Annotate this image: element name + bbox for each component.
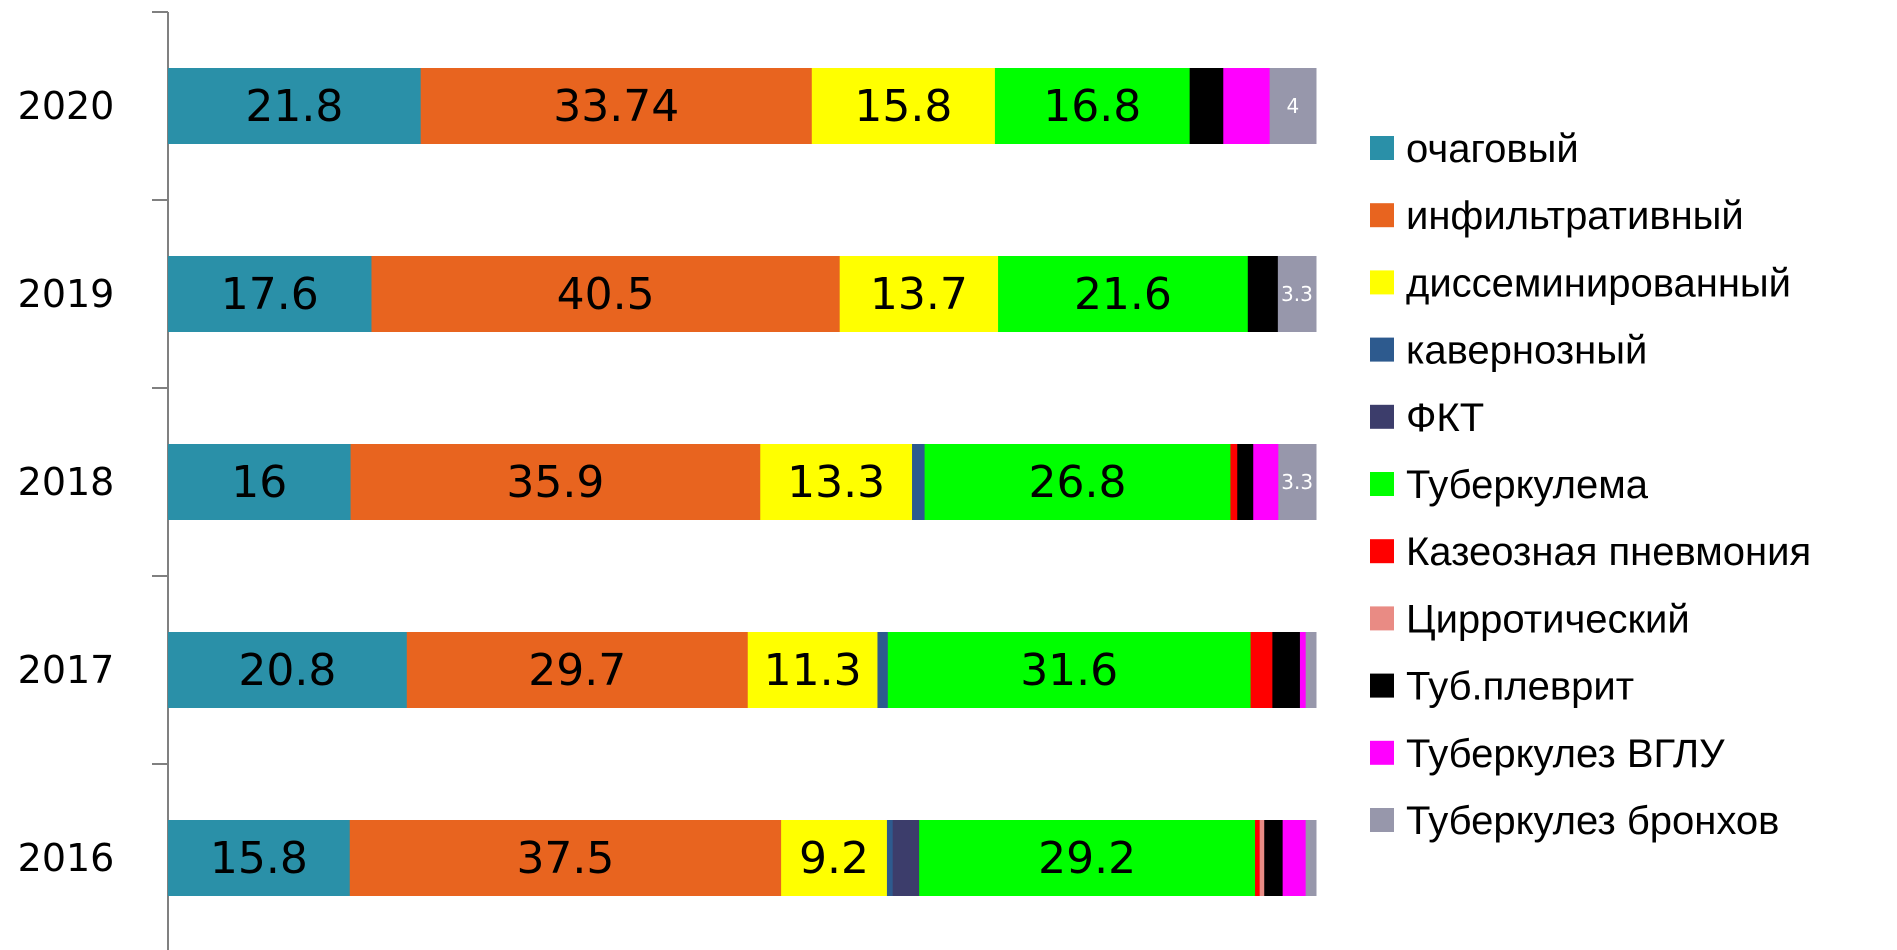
legend-swatch bbox=[1370, 808, 1394, 832]
bar-segment bbox=[371, 256, 841, 332]
bar-segment bbox=[924, 444, 1231, 520]
data-label: 16.8 bbox=[1043, 81, 1141, 132]
legend-label: Туб.плеврит bbox=[1406, 665, 1634, 709]
bar-segment bbox=[1253, 444, 1279, 520]
legend-label: кавернозный bbox=[1406, 329, 1647, 373]
bar-segment bbox=[350, 444, 761, 520]
bar-segment bbox=[420, 68, 813, 144]
bar-segment bbox=[1250, 632, 1273, 708]
data-label: 20.8 bbox=[238, 645, 336, 696]
bar-segment bbox=[998, 256, 1249, 332]
bar-segment bbox=[168, 68, 422, 144]
legend-label: ФКТ bbox=[1406, 396, 1484, 440]
legend-swatch bbox=[1370, 136, 1394, 160]
legend-label: диссеминированный bbox=[1406, 261, 1791, 305]
bar-segment bbox=[886, 820, 894, 896]
data-label: 35.9 bbox=[506, 457, 604, 508]
legend-swatch bbox=[1370, 673, 1394, 698]
bars: 21.8 33.74 15.8 16.8 4 17.6 40.5 13.7 21.6 3.3 16 3… bbox=[168, 68, 1317, 896]
bar-segment bbox=[1223, 68, 1271, 144]
bar-segment bbox=[168, 820, 351, 896]
data-label: 21.8 bbox=[245, 81, 343, 132]
bar-segment bbox=[760, 444, 913, 520]
data-label: 33.74 bbox=[553, 81, 679, 132]
legend-label: Казеозная пневмония bbox=[1406, 530, 1811, 574]
bar-segment bbox=[1299, 632, 1307, 708]
legend-label: инфильтративный bbox=[1406, 194, 1744, 238]
legend-swatch bbox=[1370, 270, 1394, 295]
bar-segment bbox=[168, 444, 352, 520]
data-label: 9.2 bbox=[799, 833, 869, 884]
legend-label: Цирротический bbox=[1406, 597, 1690, 641]
legend-swatch bbox=[1370, 337, 1394, 362]
bar-segment bbox=[1247, 256, 1279, 332]
y-tick-label: 2017 bbox=[18, 648, 115, 692]
bar-segment bbox=[1272, 632, 1301, 708]
bar-segment bbox=[1278, 444, 1317, 520]
legend-label: Туберкулез ВГЛУ bbox=[1406, 732, 1725, 776]
data-label: 29.7 bbox=[528, 645, 626, 696]
data-label: 40.5 bbox=[557, 269, 655, 320]
bar-segment bbox=[349, 820, 782, 896]
bar-segment bbox=[1282, 820, 1307, 896]
data-label: 3.3 bbox=[1281, 470, 1313, 494]
y-tick-label: 2020 bbox=[18, 84, 115, 128]
legend-swatch bbox=[1370, 606, 1394, 631]
bar-segment bbox=[994, 68, 1191, 144]
legend-label: очаговый bbox=[1406, 127, 1579, 171]
legend-swatch bbox=[1370, 539, 1394, 564]
bar-segment bbox=[892, 820, 920, 896]
data-label: 3.3 bbox=[1281, 282, 1313, 306]
legend-swatch bbox=[1370, 740, 1394, 765]
legend: очаговый инфильтративный диссеминированный… bbox=[1370, 127, 1811, 843]
data-label: 37.5 bbox=[516, 833, 614, 884]
bar-segment bbox=[887, 632, 1252, 708]
data-label: 11.3 bbox=[764, 645, 862, 696]
data-label: 15.8 bbox=[210, 833, 308, 884]
data-label: 4 bbox=[1286, 94, 1299, 118]
legend-swatch bbox=[1370, 203, 1394, 228]
data-label: 26.8 bbox=[1029, 457, 1127, 508]
data-label: 16 bbox=[231, 457, 287, 508]
bar-segment bbox=[1230, 444, 1238, 520]
bar-segment bbox=[1259, 820, 1265, 896]
bar-segment bbox=[1264, 820, 1284, 896]
bar-segment bbox=[168, 256, 372, 332]
legend-swatch bbox=[1370, 472, 1394, 496]
bar-segment bbox=[1237, 444, 1254, 520]
bar-segment bbox=[811, 68, 996, 144]
bar-segment bbox=[919, 820, 1256, 896]
bar-segment bbox=[839, 256, 999, 332]
bar-segment bbox=[1269, 68, 1317, 144]
y-tick-label: 2018 bbox=[18, 460, 115, 504]
bar-segment bbox=[877, 632, 889, 708]
data-label: 21.6 bbox=[1074, 269, 1172, 320]
bar-segment bbox=[781, 820, 888, 896]
bar-segment bbox=[747, 632, 878, 708]
bar-segment bbox=[168, 632, 408, 708]
bar-segment bbox=[1305, 632, 1317, 708]
legend-label: Туберкулез бронхов bbox=[1406, 799, 1779, 843]
bar-segment bbox=[406, 632, 749, 708]
legend-label: Туберкулема bbox=[1406, 463, 1649, 507]
legend-swatch bbox=[1370, 404, 1394, 429]
bar-segment bbox=[1277, 256, 1317, 332]
data-label: 31.6 bbox=[1020, 645, 1118, 696]
data-label: 13.3 bbox=[787, 457, 885, 508]
data-label: 17.6 bbox=[221, 269, 319, 320]
bar-segment bbox=[1305, 820, 1317, 896]
y-tick-label: 2019 bbox=[18, 272, 115, 316]
data-label: 13.7 bbox=[870, 269, 968, 320]
bar-segment bbox=[912, 444, 926, 520]
y-tick-label: 2016 bbox=[18, 836, 115, 880]
data-label: 29.2 bbox=[1038, 833, 1136, 884]
bar-segment bbox=[1255, 820, 1261, 896]
data-label: 15.8 bbox=[854, 81, 952, 132]
bar-segment bbox=[1189, 68, 1224, 144]
y-axis: 2020 2019 2018 2017 2016 bbox=[18, 11, 169, 950]
